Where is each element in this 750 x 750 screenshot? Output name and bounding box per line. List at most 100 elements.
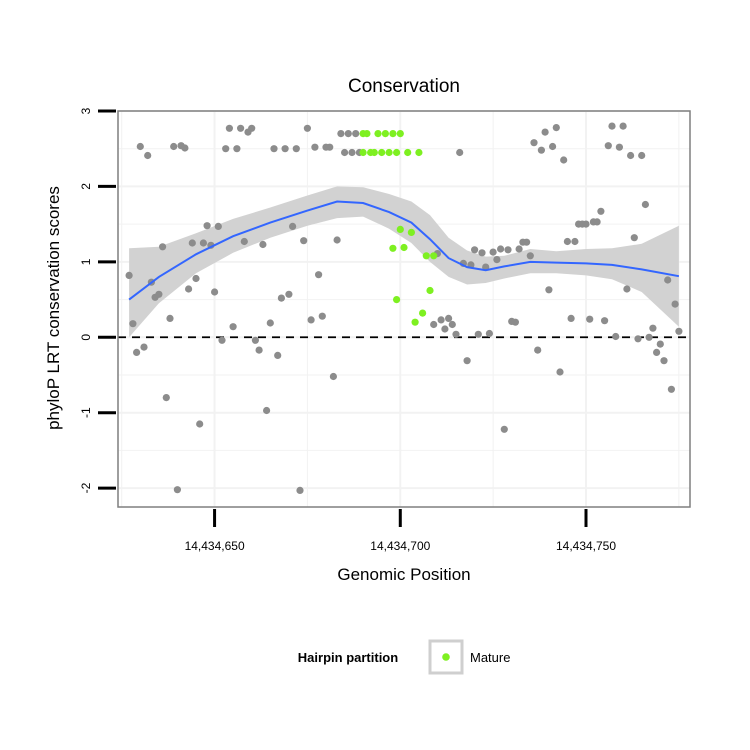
other-point (303, 124, 311, 132)
other-point (222, 145, 230, 153)
other-point (266, 319, 274, 327)
other-point (125, 271, 133, 279)
plot-panel (117, 110, 691, 508)
other-point (326, 143, 334, 151)
other-point (511, 318, 519, 326)
other-point (329, 372, 337, 381)
other-point (601, 317, 609, 325)
other-point (660, 357, 668, 365)
other-point (545, 286, 553, 294)
other-point (214, 222, 222, 230)
other-point (225, 124, 233, 132)
other-point (608, 122, 616, 130)
other-point (537, 146, 546, 154)
other-point (281, 145, 289, 153)
other-point (196, 420, 204, 428)
mature-point (422, 252, 430, 260)
other-point (474, 330, 482, 338)
other-point (656, 340, 664, 348)
other-point (623, 285, 631, 293)
other-point (199, 239, 207, 247)
other-point (526, 252, 534, 260)
other-point (471, 246, 479, 254)
y-axis-title: phyloP LRT conservation scores (44, 186, 63, 430)
other-point (129, 320, 137, 328)
other-point (289, 222, 297, 230)
y-tick-label: 1 (79, 258, 93, 265)
other-point (259, 240, 267, 249)
other-point (675, 327, 683, 335)
x-tick-label: 14,434,700 (370, 539, 430, 553)
other-point (515, 245, 523, 253)
other-point (136, 142, 144, 151)
other-point (140, 343, 148, 351)
other-point (612, 332, 620, 341)
mature-point (389, 244, 397, 252)
other-point (185, 285, 193, 293)
other-point (233, 145, 241, 153)
legend: Hairpin partition Mature (298, 639, 510, 675)
other-point (597, 207, 605, 215)
mature-point (400, 243, 408, 252)
other-point (315, 271, 323, 279)
legend-title: Hairpin partition (298, 650, 398, 665)
mature-point (385, 148, 393, 157)
mature-point (389, 130, 397, 138)
other-point (523, 238, 531, 246)
other-point (285, 290, 293, 298)
other-point (263, 406, 271, 415)
other-point (530, 139, 538, 147)
other-point (240, 237, 248, 246)
other-point (166, 314, 174, 322)
smooth-trend-line (128, 200, 680, 301)
mature-point (426, 286, 434, 295)
other-point (493, 256, 501, 264)
x-axis-title: Genomic Position (337, 565, 470, 584)
other-point (155, 290, 163, 298)
other-point (664, 276, 672, 284)
y-tick-label: 3 (79, 107, 93, 114)
other-point (344, 130, 352, 138)
mature-point (393, 148, 401, 157)
other-point (248, 124, 256, 132)
mature-point (370, 148, 378, 157)
panel-background (118, 111, 690, 507)
other-point (229, 323, 237, 331)
mature-point (396, 130, 404, 138)
other-point (445, 314, 453, 322)
other-point (333, 236, 341, 244)
other-point (571, 237, 579, 246)
other-point (159, 243, 167, 251)
other-point (192, 274, 200, 283)
legend-key-mature-point (442, 653, 450, 661)
other-point (307, 316, 315, 324)
other-point (352, 130, 360, 138)
other-point (627, 151, 635, 160)
x-tick-label: 14,434,750 (556, 539, 616, 553)
other-point (645, 333, 653, 341)
other-point (318, 312, 326, 320)
x-tick-label: 14,434,650 (185, 539, 245, 553)
x-axis: 14,434,650 14,434,700 14,434,750 (185, 509, 616, 553)
mature-point (411, 318, 419, 326)
other-point (341, 148, 349, 157)
other-point (251, 336, 259, 344)
other-point (452, 330, 460, 338)
y-tick-label: -2 (79, 482, 93, 493)
mature-point (396, 225, 404, 233)
legend-entry-mature: Mature (470, 650, 510, 665)
other-point (348, 148, 356, 157)
other-point (277, 294, 285, 302)
other-point (211, 288, 219, 296)
mature-point (404, 148, 412, 157)
other-point (170, 142, 178, 151)
other-point (615, 143, 624, 151)
mature-point (407, 228, 415, 236)
other-point (649, 324, 657, 332)
other-point (549, 142, 557, 151)
other-point (504, 246, 512, 254)
other-point (556, 368, 564, 376)
mature-point (359, 148, 367, 157)
other-point (188, 239, 196, 247)
